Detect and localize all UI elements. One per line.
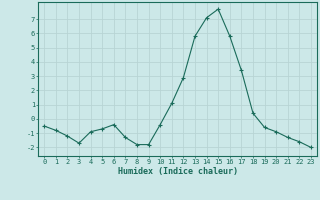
X-axis label: Humidex (Indice chaleur): Humidex (Indice chaleur) bbox=[118, 167, 238, 176]
